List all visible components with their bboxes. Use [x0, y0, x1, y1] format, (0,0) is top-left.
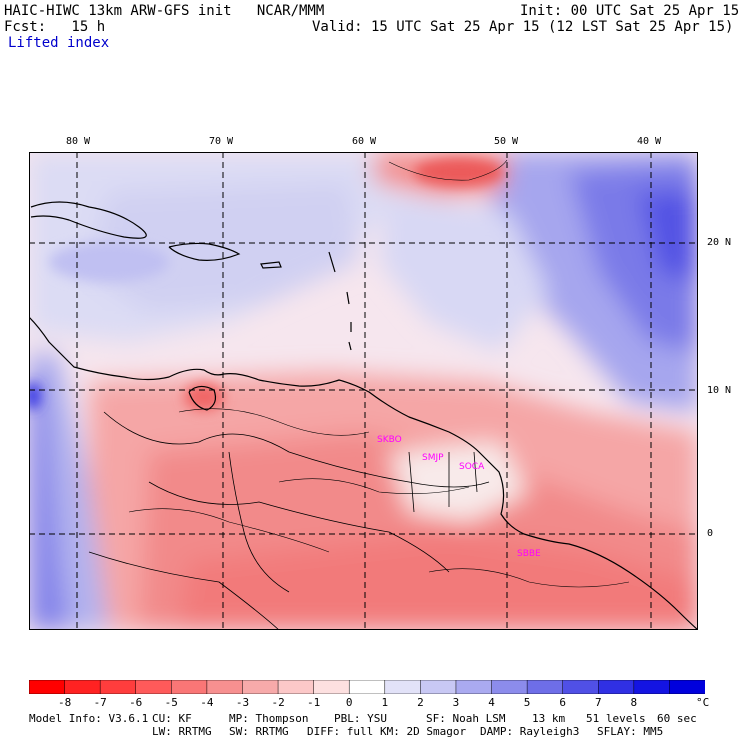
lon-label-60w: 60 W: [352, 136, 377, 147]
colorbar-swatch: [491, 680, 528, 694]
country-borders: [88, 411, 490, 630]
station-skbo: SKBO: [377, 435, 402, 445]
coastlines: [29, 201, 698, 630]
colorbar-swatch: [206, 680, 244, 694]
colorbar-tick-label: 0: [345, 696, 353, 709]
model-title: HAIC-HIWC 13km ARW-GFS init NCAR/MMM: [4, 3, 325, 19]
colorbar-tick-label: -4: [200, 696, 214, 709]
field-name: Lifted index: [8, 35, 110, 51]
colorbar-unit: °C: [696, 696, 710, 709]
footer-cu: CU: KF: [152, 712, 192, 725]
colorbar-swatch: [242, 680, 279, 694]
footer-model-info: Model Info: V3.6.1: [29, 712, 149, 725]
colorbar-swatch: [562, 680, 600, 694]
footer-sflay: SFLAY: MM5: [597, 725, 664, 738]
footer-sw: SW: RRTMG: [229, 725, 289, 738]
colorbar-swatch: [313, 680, 350, 694]
colorbar-tick-label: 4: [488, 696, 495, 709]
lat-label-10n: 10 N: [707, 385, 732, 396]
colorbar-swatch: [526, 680, 564, 694]
colorbar-swatch: [598, 680, 635, 694]
colorbar: [29, 680, 705, 694]
footer-sf: SF: Noah LSM: [426, 712, 506, 725]
footer-mp: MP: Thompson: [229, 712, 309, 725]
map-frame: [29, 152, 698, 630]
footer-damp: DAMP: Rayleigh3: [480, 725, 580, 738]
colorbar-swatch: [384, 680, 422, 694]
colorbar-swatch: [29, 680, 66, 694]
station-sbbe: SBBE: [517, 549, 541, 559]
contour-lines: [128, 159, 630, 588]
colorbar-tick-label: -2: [271, 696, 285, 709]
lon-label-70w: 70 W: [209, 136, 234, 147]
footer-pbl: PBL: YSU: [334, 712, 387, 725]
footer-timestep: 60 sec: [657, 712, 697, 725]
valid-time: Valid: 15 UTC Sat 25 Apr 15 (12 LST Sat …: [312, 19, 734, 35]
forecast-hour: Fcst: 15 h: [4, 19, 106, 35]
station-soca: SOCA: [459, 462, 485, 472]
colorbar-tick-label: -3: [235, 696, 250, 709]
lon-label-80w: 80 W: [66, 136, 91, 147]
colorbar-tick-label: -6: [129, 696, 143, 709]
colorbar-tick-label: 2: [417, 696, 424, 709]
colorbar-swatch: [633, 680, 671, 694]
station-smjp: SMJP: [422, 453, 444, 463]
colorbar-tick-label: 7: [594, 696, 602, 709]
colorbar-swatch: [64, 680, 101, 694]
graticule: [29, 152, 698, 630]
colorbar-tick-label: 5: [523, 696, 531, 709]
colorbar-swatch: [99, 680, 137, 694]
init-time: Init: 00 UTC Sat 25 Apr 15: [520, 3, 740, 19]
colorbar-tick-label: -8: [57, 696, 72, 709]
lon-label-50w: 50 W: [494, 136, 519, 147]
colorbar-swatch: [669, 680, 705, 694]
colorbar-swatch: [348, 680, 386, 694]
colorbar-swatch: [171, 680, 208, 694]
colorbar-swatch: [135, 680, 173, 694]
lifted-index-map: SKBO SMJP SOCA SBBE: [29, 152, 698, 630]
colorbar-labels: -8 -7 -6 -5 -4 -3 -2 -1 0 1 2 3 4 5 6 7 8: [0, 696, 740, 710]
colorbar-tick-label: 3: [452, 696, 460, 709]
colorbar-tick-label: 6: [559, 696, 566, 709]
colorbar-tick-label: 8: [630, 696, 638, 709]
colorbar-tick-label: -5: [164, 696, 178, 709]
colorbar-tick-label: 1: [381, 696, 389, 709]
footer-lw: LW: RRTMG: [152, 725, 212, 738]
colorbar-swatch: [455, 680, 493, 694]
footer-diff: DIFF: full: [307, 725, 374, 738]
colorbar-tick-label: -7: [93, 696, 107, 709]
colorbar-swatch: [277, 680, 315, 694]
colorbar-tick-label: -1: [306, 696, 321, 709]
lat-label-20n: 20 N: [707, 237, 732, 248]
footer-levels: 51 levels: [586, 712, 646, 725]
footer-resolution: 13 km: [532, 712, 566, 725]
lon-label-40w: 40 W: [637, 136, 662, 147]
lat-label-eq: 0: [707, 528, 714, 539]
footer-km: KM: 2D Smagor: [380, 725, 467, 738]
colorbar-swatch: [420, 680, 457, 694]
